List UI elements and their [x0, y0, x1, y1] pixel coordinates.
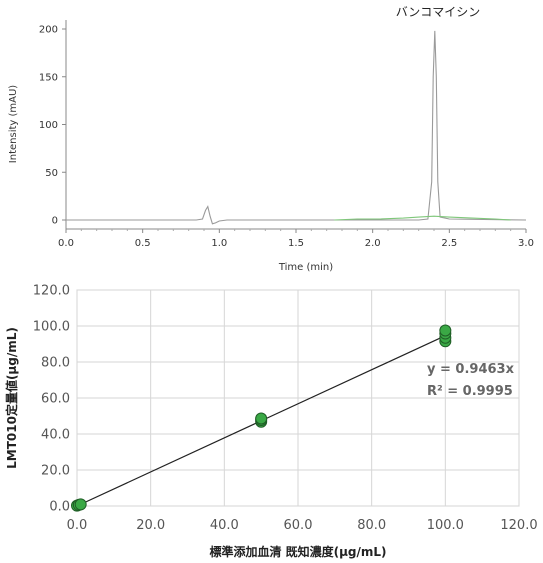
- c2-y-tick-label: 0.0: [49, 500, 70, 515]
- c2-gridlines: [76, 289, 520, 507]
- c1-x-ticks: 0.0 0.5 1.0 1.5 2.0 2.5 3.0: [58, 229, 534, 249]
- c1-x-tick-label: 2.5: [441, 238, 457, 249]
- c1-y-tick-label: 0: [52, 216, 58, 227]
- c2-y-tick-label: 60.0: [41, 392, 70, 407]
- c1-y-ticks: 0 50 100 150 200: [39, 25, 66, 227]
- c2-x-axis-label: 標準添加血清 既知濃度(μg/mL): [209, 544, 386, 559]
- c2-y-ticks: 0.0 20.0 40.0 60.0 80.0 100.0 120.0: [33, 284, 70, 515]
- c1-x-axis-label: Time (min): [278, 262, 333, 273]
- c2-equation: y = 0.9463x: [427, 362, 515, 377]
- c2-data-point: [439, 324, 452, 337]
- c2-data-point: [255, 412, 268, 425]
- c1-y-tick-label: 200: [39, 25, 58, 36]
- c1-x-tick-label: 1.0: [211, 238, 227, 249]
- c2-x-tick-label: 40.0: [210, 518, 239, 533]
- c2-y-tick-label: 80.0: [41, 356, 70, 371]
- c1-series-group: [66, 30, 527, 225]
- c1-peak-annotation: バンコマイシン: [396, 5, 481, 19]
- c1-y-tick-label: 100: [39, 120, 58, 131]
- c2-r-squared: R² = 0.9995: [427, 384, 513, 399]
- c2-x-tick-label: 60.0: [284, 518, 313, 533]
- c2-y-tick-label: 40.0: [41, 428, 70, 443]
- c2-points-group: [71, 324, 452, 512]
- c2-x-ticks: 0.0 20.0 40.0 60.0 80.0 100.0 120.0: [67, 518, 538, 533]
- c1-x-tick-label: 1.5: [288, 238, 304, 249]
- c2-x-tick-label: 0.0: [67, 518, 88, 533]
- c1-y-tick-label: 50: [45, 168, 58, 179]
- c2-y-tick-label: 100.0: [33, 320, 70, 335]
- c2-data-point: [74, 498, 87, 511]
- c1-series-line: [66, 30, 527, 225]
- c1-x-tick-label: 2.0: [365, 238, 381, 249]
- c1-y-axis-label: Intensity (mAU): [8, 85, 19, 164]
- c2-x-tick-label: 80.0: [357, 518, 386, 533]
- c1-x-tick-label: 3.0: [518, 238, 534, 249]
- c1-y-tick-label: 150: [39, 72, 58, 83]
- c2-x-tick-label: 100.0: [427, 518, 464, 533]
- c2-y-axis-label: LMT010定量値(μg/mL): [4, 327, 19, 469]
- c2-x-tick-label: 20.0: [136, 518, 165, 533]
- c2-y-tick-label: 120.0: [33, 284, 70, 299]
- c1-series-line: [334, 215, 511, 221]
- calibration-chart: 0.0 20.0 40.0 60.0 80.0 100.0 120.0 0.0 20.0 40.…: [4, 284, 538, 560]
- chromatogram-chart: 0 50 100 150 200 0.0 0.5 1.0 1.5 2.0 2.5 3.0 Time …: [8, 5, 534, 273]
- c1-x-tick-label: 0.0: [58, 238, 74, 249]
- c2-y-tick-label: 20.0: [41, 464, 70, 479]
- c2-x-tick-label: 120.0: [500, 518, 537, 533]
- c1-x-tick-label: 0.5: [135, 238, 151, 249]
